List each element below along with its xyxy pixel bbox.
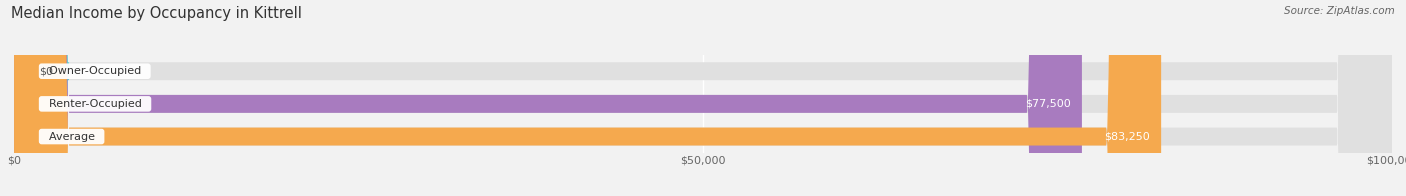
Text: Renter-Occupied: Renter-Occupied	[42, 99, 149, 109]
FancyBboxPatch shape	[14, 0, 1392, 196]
Text: Source: ZipAtlas.com: Source: ZipAtlas.com	[1284, 6, 1395, 16]
FancyBboxPatch shape	[14, 0, 1392, 196]
Text: $77,500: $77,500	[1025, 99, 1071, 109]
FancyBboxPatch shape	[0, 0, 69, 196]
Text: Average: Average	[42, 132, 101, 142]
Text: Median Income by Occupancy in Kittrell: Median Income by Occupancy in Kittrell	[11, 6, 302, 21]
FancyBboxPatch shape	[14, 0, 1083, 196]
Text: $0: $0	[39, 66, 53, 76]
FancyBboxPatch shape	[14, 0, 1392, 196]
Text: $83,250: $83,250	[1104, 132, 1150, 142]
FancyBboxPatch shape	[14, 0, 1161, 196]
Text: Owner-Occupied: Owner-Occupied	[42, 66, 148, 76]
